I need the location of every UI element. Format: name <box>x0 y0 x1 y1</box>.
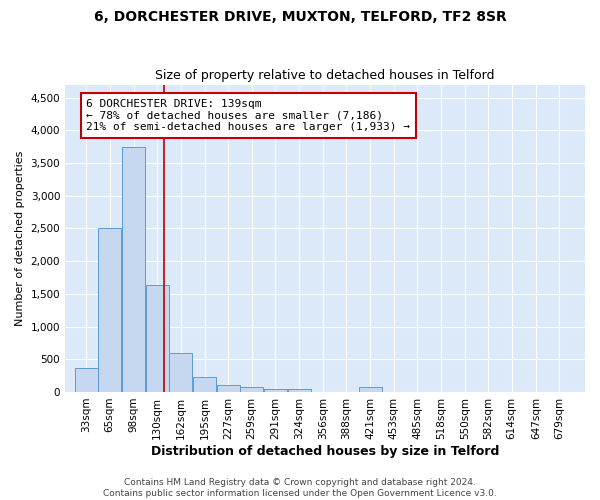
Bar <box>263 388 287 392</box>
Text: 6, DORCHESTER DRIVE, MUXTON, TELFORD, TF2 8SR: 6, DORCHESTER DRIVE, MUXTON, TELFORD, TF… <box>94 10 506 24</box>
Y-axis label: Number of detached properties: Number of detached properties <box>15 150 25 326</box>
Bar <box>98 228 121 392</box>
Bar <box>240 388 263 392</box>
Bar <box>122 146 145 392</box>
Bar <box>288 388 311 392</box>
X-axis label: Distribution of detached houses by size in Telford: Distribution of detached houses by size … <box>151 444 499 458</box>
Text: 6 DORCHESTER DRIVE: 139sqm
← 78% of detached houses are smaller (7,186)
21% of s: 6 DORCHESTER DRIVE: 139sqm ← 78% of deta… <box>86 99 410 132</box>
Text: Contains HM Land Registry data © Crown copyright and database right 2024.
Contai: Contains HM Land Registry data © Crown c… <box>103 478 497 498</box>
Bar <box>74 368 98 392</box>
Bar <box>193 377 217 392</box>
Title: Size of property relative to detached houses in Telford: Size of property relative to detached ho… <box>155 69 495 82</box>
Bar <box>169 354 192 392</box>
Bar <box>146 284 169 392</box>
Bar <box>359 388 382 392</box>
Bar <box>217 385 240 392</box>
